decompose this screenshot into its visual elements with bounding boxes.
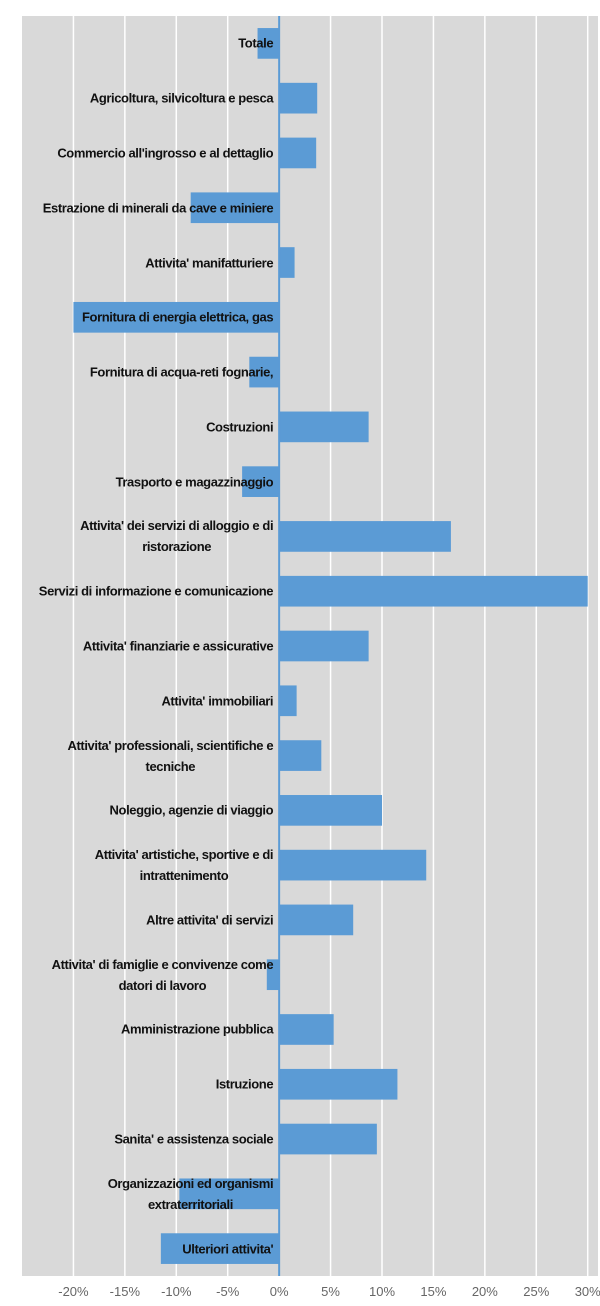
category-text: Attivita' di famiglie e convivenze come … <box>51 956 274 993</box>
category-text: Amministrazione pubblica <box>120 1021 274 1037</box>
x-tick-label: 15% <box>420 1284 447 1299</box>
bar <box>279 904 354 936</box>
bar <box>73 301 280 333</box>
category-label: Servizi di informazione e comunicazione <box>38 581 274 602</box>
category-label: Agricoltura, silvicoltura e pesca <box>89 88 274 109</box>
category-label: Noleggio, agenzie di viaggio <box>110 800 274 821</box>
x-tick-label: 0% <box>269 1284 289 1299</box>
category-text: Istruzione <box>215 1076 274 1092</box>
category-text: Fornitura di acqua-reti fognarie, <box>89 364 274 380</box>
bar <box>279 740 322 771</box>
category-text: Commercio all'ingrosso e al dettaglio <box>57 145 274 161</box>
category-label: Attivita' di famiglie e convivenze come … <box>52 954 274 996</box>
x-tick-label: -10% <box>161 1284 192 1299</box>
category-text: Attivita' artistiche, sportive e di intr… <box>94 847 274 884</box>
category-text: Totale <box>238 35 274 51</box>
category-label: Istruzione <box>215 1074 274 1095</box>
bar <box>160 1233 280 1264</box>
category-text: Altre attivita' di servizi <box>146 912 274 928</box>
bar <box>190 192 280 224</box>
category-text: Attivita' finanziarie e assicurative <box>82 638 274 654</box>
bar <box>266 959 280 991</box>
bar <box>242 466 280 497</box>
bar <box>279 630 369 662</box>
category-label: Commercio all'ingrosso e al dettaglio <box>57 142 273 163</box>
category-text: Trasporto e magazzinaggio <box>115 474 274 490</box>
category-text: Noleggio, agenzie di viaggio <box>109 802 274 818</box>
category-text: Ulteriori attivita' <box>182 1241 274 1257</box>
bar <box>279 1014 334 1045</box>
bar <box>279 849 427 881</box>
category-text: Attivita' manifatturiere <box>145 255 274 271</box>
category-label: Estrazione di minerali da cave e miniere <box>42 197 274 218</box>
category-text: Attivita' immobiliari <box>161 693 274 709</box>
bar <box>279 247 295 278</box>
category-label: Trasporto e magazzinaggio <box>116 471 274 492</box>
category-label: Amministrazione pubblica <box>120 1019 274 1040</box>
category-label: Fornitura di acqua-reti fognarie, <box>89 362 274 383</box>
bar <box>279 411 369 443</box>
x-tick-label: 5% <box>321 1284 340 1299</box>
category-label: Attivita' professionali, scientifiche e … <box>67 735 273 777</box>
x-tick-label: 30% <box>574 1284 600 1299</box>
bar <box>179 1178 280 1210</box>
bar <box>279 82 318 114</box>
bar <box>279 1123 377 1155</box>
category-text: Fornitura di energia elettrica, gas <box>81 309 274 325</box>
x-tick-label: -20% <box>58 1284 89 1299</box>
category-label: Costruzioni <box>206 416 273 437</box>
category-label: Attivita' manifatturiere <box>145 252 273 273</box>
bar <box>279 521 451 552</box>
category-text: Organizzazioni ed organismi extraterrito… <box>107 1175 274 1212</box>
x-tick-label: 25% <box>523 1284 550 1299</box>
bar <box>279 1068 398 1100</box>
bar <box>279 575 588 607</box>
x-tick-label: 10% <box>368 1284 396 1299</box>
category-label: Fornitura di energia elettrica, gas <box>81 307 274 328</box>
category-text: Servizi di informazione e comunicazione <box>38 583 274 599</box>
bar <box>279 795 382 826</box>
category-label: Sanita' e assistenza sociale <box>114 1129 273 1150</box>
category-label: Ulteriori attivita' <box>182 1238 273 1259</box>
category-label: Altre attivita' di servizi <box>146 909 273 930</box>
bar <box>257 28 280 59</box>
category-text: Estrazione di minerali da cave e miniere <box>42 200 274 216</box>
category-label: Totale <box>238 33 273 54</box>
category-label: Organizzazioni ed organismi extraterrito… <box>107 1173 274 1215</box>
category-text: Attivita' dei servizi di alloggio e di r… <box>80 518 274 555</box>
x-tick-label: -5% <box>216 1284 240 1299</box>
bar <box>279 137 317 169</box>
category-text: Agricoltura, silvicoltura e pesca <box>89 90 274 106</box>
category-text: Attivita' professionali, scientifiche e … <box>67 737 274 774</box>
bar <box>249 356 280 388</box>
category-label: Attivita' artistiche, sportive e di intr… <box>94 844 274 886</box>
category-label: Attivita' immobiliari <box>161 690 273 711</box>
bar <box>279 685 297 717</box>
category-text: Sanita' e assistenza sociale <box>114 1131 274 1147</box>
x-tick-label: -15% <box>109 1284 141 1299</box>
category-label: Attivita' dei servizi di alloggio e di r… <box>80 515 273 557</box>
category-label: Attivita' finanziarie e assicurative <box>82 636 274 657</box>
category-text: Costruzioni <box>206 419 274 435</box>
x-tick-label: 20% <box>471 1284 498 1299</box>
